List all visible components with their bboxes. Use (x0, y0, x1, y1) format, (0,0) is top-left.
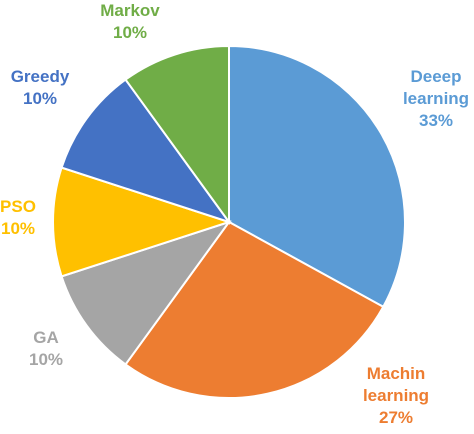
slice-label: PSO 10% (0, 196, 43, 240)
category-label: Markov (100, 1, 160, 20)
slice-label: GA 10% (16, 327, 76, 371)
pie-slice (124, 44, 230, 226)
category-label: Greedy (10, 67, 70, 86)
category-label: Deeep learning (402, 67, 470, 108)
pie-slice (228, 44, 406, 309)
value-label: 10% (0, 219, 36, 238)
pie-slice (52, 166, 233, 278)
category-label: PSO (0, 197, 36, 216)
category-label: GA (33, 328, 59, 347)
value-label: 27% (378, 408, 414, 427)
slice-label: Deeep learning 33% (395, 66, 474, 132)
pie-slice (124, 220, 385, 399)
slice-label: Machin learning 27% (351, 363, 441, 429)
value-label: 10% (28, 350, 64, 369)
pie-slice (60, 78, 232, 224)
pie-slice (60, 220, 232, 366)
value-label: 33% (418, 111, 454, 130)
value-label: 10% (112, 23, 148, 42)
value-label: 10% (22, 89, 58, 108)
slice-label: Markov 10% (85, 0, 175, 44)
category-label: Machin learning (362, 364, 430, 405)
slice-label: Greedy 10% (0, 66, 85, 110)
